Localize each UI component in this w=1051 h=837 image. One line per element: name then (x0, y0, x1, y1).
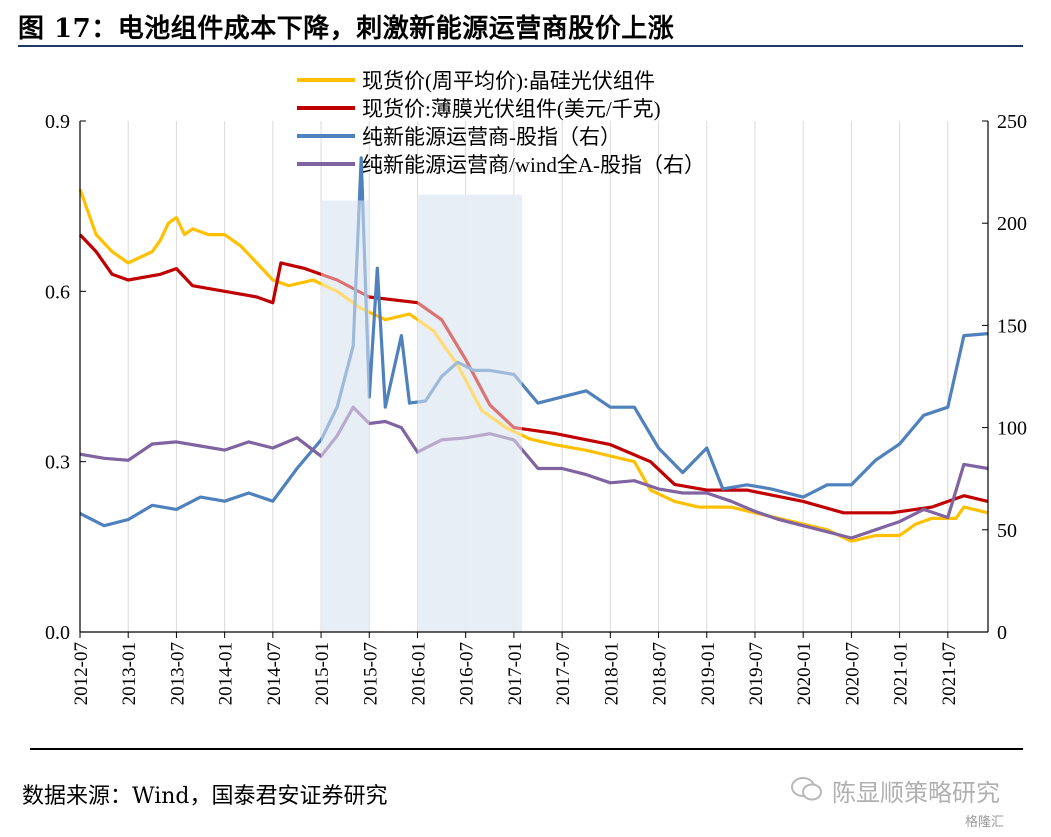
x-tick-label: 2013-07 (167, 642, 188, 705)
x-tick-label: 2017-07 (553, 642, 574, 705)
x-tick-label: 2016-01 (408, 642, 429, 705)
x-tick-label: 2018-07 (650, 642, 671, 705)
x-tick-label: 2015-01 (312, 642, 333, 705)
left-tick-label: 0.9 (45, 111, 70, 133)
right-tick-label: 250 (997, 111, 1027, 133)
series-lines (78, 156, 989, 543)
series-line-4 (79, 405, 989, 540)
x-tick-label: 2012-07 (71, 642, 92, 705)
x-tick-label: 2015-07 (360, 642, 381, 705)
watermark-gelonghui: 格隆汇 (965, 815, 1005, 830)
legend-label-2: 现货价:薄膜光伏组件(美元/千克) (362, 97, 661, 121)
x-tick-label: 2019-07 (746, 642, 767, 705)
shaded-periods (321, 194, 522, 633)
axes: 0.0 0.3 0.6 0.9 0 50 100 150 200 250 2012-07 2013-0… (45, 111, 1027, 705)
shaded-period-overlay-2 (417, 194, 522, 633)
legend-label-3: 纯新能源运营商-股指（右） (362, 125, 621, 149)
x-tick-label: 2020-01 (794, 642, 815, 705)
series-line-3 (79, 156, 989, 528)
wechat-icon (791, 777, 822, 801)
right-tick-label: 200 (997, 213, 1027, 235)
footer-rule (30, 748, 1023, 750)
right-tick-label: 150 (997, 315, 1027, 337)
title-underline (18, 45, 1023, 47)
x-tick-label: 2020-07 (842, 642, 863, 705)
right-tick-label: 100 (997, 418, 1027, 440)
x-tick-label: 2019-01 (698, 642, 719, 705)
watermark: 陈显顺策略研究 (832, 779, 1000, 807)
shade-overlay (321, 194, 522, 633)
x-tick-label: 2014-07 (264, 642, 285, 705)
x-tick-label: 2014-01 (216, 642, 237, 705)
legend-label-1: 现货价(周平均价):晶硅光伏组件 (362, 69, 655, 93)
x-tick-label: 2018-01 (601, 642, 622, 705)
right-tick-label: 50 (997, 520, 1017, 542)
x-tick-label: 2017-01 (505, 642, 526, 705)
x-tick-label: 2016-07 (457, 642, 478, 705)
x-tick-label: 2021-07 (939, 642, 960, 705)
chart: 0.0 0.3 0.6 0.9 0 50 100 150 200 250 2012-07 2013-0… (45, 69, 1027, 705)
source-note: 数据来源：Wind，国泰君安证券研究 (22, 784, 388, 809)
x-tick-label: 2021-01 (891, 642, 912, 705)
figure-title: 图 17：电池组件成本下降，刺激新能源运营商股价上涨 (18, 14, 675, 44)
shaded-period-overlay-1 (321, 200, 370, 632)
left-tick-label: 0.6 (45, 281, 70, 303)
x-tick-label: 2013-01 (119, 642, 140, 705)
shaded-period-2 (417, 194, 522, 633)
series-line-2 (78, 233, 989, 515)
right-tick-label: 0 (997, 622, 1007, 644)
left-tick-label: 0.3 (45, 452, 70, 474)
left-tick-label: 0.0 (45, 622, 70, 644)
legend-label-4: 纯新能源运营商/wind全A-股指（右） (362, 153, 705, 177)
